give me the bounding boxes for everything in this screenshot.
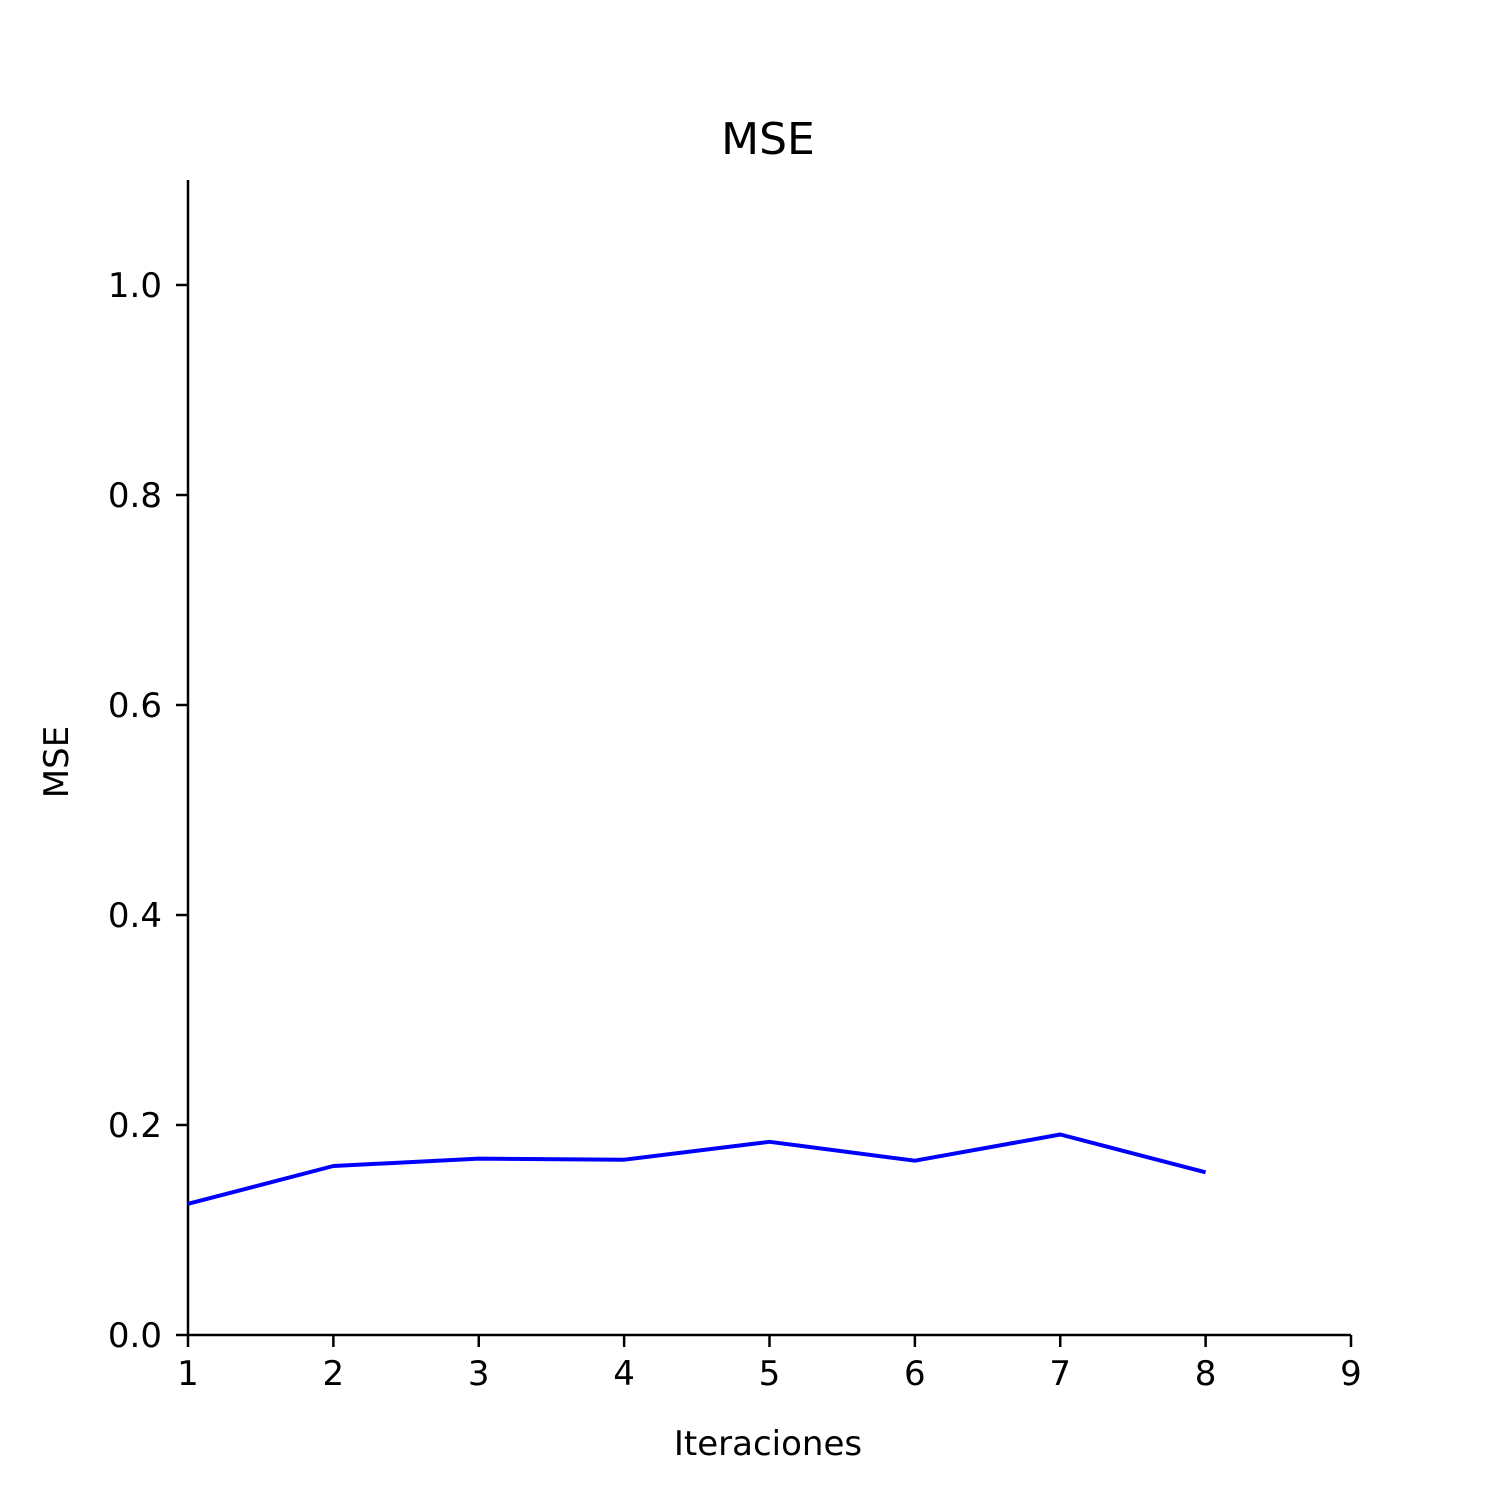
x-tick-label: 9 — [1340, 1354, 1362, 1394]
x-tick-label: 6 — [904, 1354, 926, 1394]
y-tick-label: 0.8 — [108, 476, 162, 516]
series-line-0 — [187, 1132, 1207, 1206]
y-tick-label: 0.6 — [108, 686, 162, 726]
x-axis-label: Iteraciones — [674, 1424, 862, 1464]
x-tick-label: 7 — [1049, 1354, 1071, 1394]
x-tick-label: 8 — [1195, 1354, 1217, 1394]
x-tick-label: 5 — [759, 1354, 781, 1394]
y-tick-label: 1.0 — [108, 266, 162, 306]
x-axis-ticks: 1 2 3 4 5 6 7 8 9 — [177, 1335, 1362, 1394]
y-tick-label: 0.4 — [108, 896, 162, 936]
series-layer — [187, 1132, 1207, 1206]
x-tick-label: 4 — [613, 1354, 635, 1394]
x-tick-label: 1 — [177, 1354, 199, 1394]
y-tick-label: 0.0 — [108, 1316, 162, 1356]
y-tick-label: 0.2 — [108, 1106, 162, 1146]
y-axis-ticks: 0.0 0.2 0.4 0.6 0.8 1.0 — [108, 266, 188, 1356]
x-tick-label: 3 — [468, 1354, 490, 1394]
x-tick-label: 2 — [323, 1354, 345, 1394]
chart-title: MSE — [721, 114, 815, 165]
y-axis-label: MSE — [37, 726, 77, 798]
